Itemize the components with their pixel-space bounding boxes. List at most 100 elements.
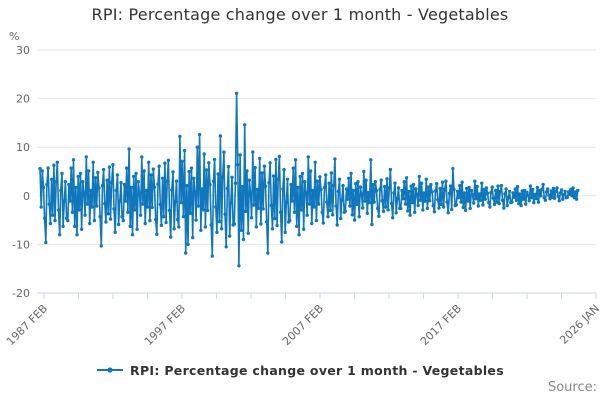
data-point-marker [363, 199, 367, 203]
data-point-marker [298, 174, 302, 179]
data-point-marker [477, 192, 482, 196]
data-point-marker [517, 201, 521, 206]
data-point-marker [56, 208, 61, 212]
data-point-marker [310, 221, 314, 226]
data-point-marker [337, 177, 342, 181]
data-point-marker [199, 228, 203, 232]
data-point-marker [100, 183, 105, 188]
data-point-marker [432, 210, 437, 214]
data-point-marker [60, 171, 64, 176]
data-point-marker [557, 199, 561, 203]
data-point-marker [150, 205, 154, 210]
data-point-marker [291, 166, 295, 170]
data-point-marker [137, 191, 142, 195]
data-point-marker [147, 160, 151, 164]
data-point-marker [68, 199, 72, 203]
data-point-marker [502, 206, 506, 210]
data-point-marker [415, 192, 419, 196]
data-point-marker [364, 178, 368, 182]
data-point-marker [563, 189, 567, 194]
svg-text:2007 FEB: 2007 FEB [280, 302, 326, 348]
data-point-marker [536, 200, 541, 204]
data-point-marker [134, 171, 138, 176]
data-point-marker [112, 207, 116, 211]
data-point-marker [215, 230, 219, 234]
data-point-marker [574, 197, 579, 201]
data-point-marker [549, 189, 553, 193]
data-point-marker [463, 208, 468, 213]
data-point-marker [356, 180, 360, 184]
data-point-marker [149, 173, 153, 177]
data-point-marker [214, 205, 218, 209]
data-point-marker [255, 187, 260, 192]
data-point-marker [177, 225, 181, 229]
data-point-marker [451, 166, 455, 171]
data-point-marker [401, 197, 405, 201]
data-point-marker [429, 182, 433, 187]
svg-text:-10: -10 [12, 238, 30, 251]
data-point-marker [527, 199, 531, 203]
data-point-marker [539, 194, 543, 198]
data-point-marker [391, 216, 395, 220]
data-point-marker [411, 182, 416, 187]
data-point-marker [113, 230, 117, 234]
data-point-marker [534, 197, 538, 201]
data-point-marker [119, 181, 123, 185]
data-point-marker [127, 147, 131, 151]
data-point-marker [155, 232, 159, 236]
data-point-marker [254, 225, 258, 229]
data-point-marker [565, 195, 570, 199]
data-point-marker [388, 167, 393, 172]
data-point-marker [392, 191, 396, 195]
data-point-marker [248, 191, 253, 195]
legend[interactable]: RPI: Percentage change over 1 month - Ve… [0, 360, 600, 380]
data-point-marker [110, 181, 114, 185]
y-gridlines [37, 49, 596, 294]
data-point-marker [526, 193, 530, 197]
data-point-marker [350, 213, 354, 217]
data-point-marker [332, 183, 336, 188]
data-point-marker [281, 187, 285, 191]
data-point-marker [140, 155, 144, 159]
data-point-marker [541, 182, 545, 187]
data-point-marker [186, 242, 190, 247]
data-point-marker [132, 174, 136, 179]
data-point-marker [436, 198, 440, 202]
data-point-marker [419, 181, 424, 185]
data-point-marker [211, 179, 216, 183]
data-point-marker [269, 203, 273, 208]
svg-text:1987 FEB: 1987 FEB [4, 302, 50, 348]
data-point-marker [556, 194, 560, 198]
data-point-marker [450, 207, 454, 212]
data-point-marker [440, 180, 445, 184]
data-point-marker [306, 155, 310, 159]
data-point-marker [164, 220, 168, 225]
data-point-marker [263, 184, 268, 188]
data-point-marker [151, 167, 155, 171]
svg-text:30: 30 [16, 44, 30, 57]
data-point-marker [73, 224, 77, 229]
chart-plot-area[interactable]: 30 20 10 0 -10 -20 1987 FEB 1997 FEB 2007 FEB 201… [0, 0, 600, 356]
data-point-marker [561, 197, 565, 201]
data-point-marker [267, 181, 271, 185]
data-point-marker [307, 202, 312, 206]
chart-title: RPI: Percentage change over 1 month - Ve… [91, 5, 509, 24]
data-point-marker [347, 176, 351, 180]
data-point-marker [165, 179, 169, 183]
svg-text:2026 JAN: 2026 JAN [557, 302, 600, 347]
data-point-marker [354, 182, 358, 186]
data-point-marker [511, 191, 515, 195]
data-point-marker [295, 224, 299, 229]
data-point-marker [445, 200, 449, 204]
data-point-marker [52, 163, 56, 167]
data-point-marker [492, 202, 497, 207]
data-point-marker [305, 213, 309, 217]
data-point-marker [372, 200, 376, 204]
data-point-marker [475, 184, 479, 189]
data-point-marker [170, 188, 174, 192]
series-rpi-vegetables[interactable] [38, 91, 580, 268]
data-point-marker [352, 218, 357, 222]
data-point-marker [283, 230, 287, 234]
x-axis [37, 292, 597, 299]
data-point-marker [144, 188, 149, 193]
